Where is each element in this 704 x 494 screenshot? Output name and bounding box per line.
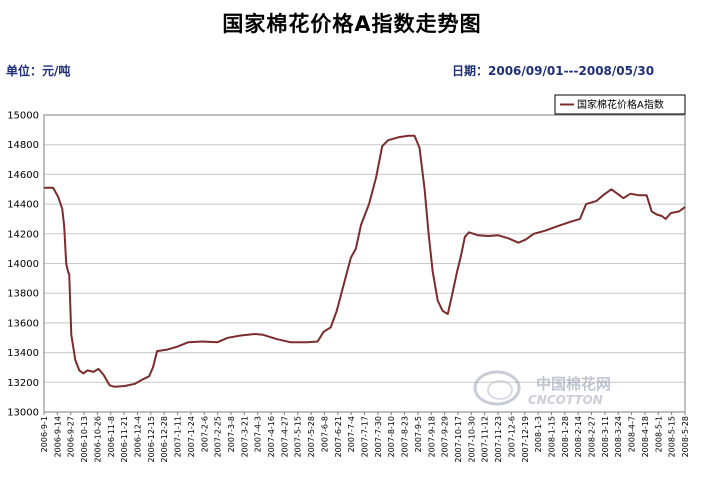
- x-tick-label: 2007-11-12: [481, 416, 490, 463]
- x-tick-label: 2007-7-17: [361, 416, 370, 457]
- x-tick-label: 2008-5-1: [654, 416, 663, 452]
- x-tick-label: 2007-4-3: [254, 416, 263, 452]
- y-tick-label: 14400: [7, 200, 39, 211]
- y-tick-label: 13600: [7, 318, 39, 329]
- watermark-cn: 中国棉花网: [536, 375, 611, 393]
- x-tick-label: 2008-1-15: [547, 416, 556, 457]
- legend-label: 国家棉花价格A指数: [577, 98, 664, 111]
- x-tick-label: 2006-12-28: [160, 416, 169, 463]
- x-tick-label: 2007-1-11: [174, 416, 183, 457]
- x-tick-label: 2008-3-24: [614, 416, 623, 457]
- x-tick-label: 2007-6-8: [320, 416, 329, 452]
- x-tick-label: 2007-9-29: [441, 416, 450, 457]
- x-tick-label: 2007-2-6: [200, 416, 209, 452]
- y-tick-label: 13400: [7, 348, 39, 359]
- x-tick-label: 2008-1-3: [534, 416, 543, 452]
- y-tick-label: 13800: [7, 289, 39, 300]
- x-tick-label: 2006-9-1: [40, 416, 49, 452]
- y-tick-label: 14000: [7, 259, 39, 270]
- x-tick-label: 2007-9-18: [427, 416, 436, 457]
- x-tick-label: 2008-2-14: [574, 416, 583, 457]
- x-tick-label: 2007-7-30: [374, 416, 383, 457]
- watermark-logo: [473, 370, 521, 406]
- x-tick-label: 2007-10-17: [454, 416, 463, 463]
- legend-box: [554, 94, 686, 115]
- plot-area: [43, 114, 686, 413]
- x-tick-label: 2008-1-28: [561, 416, 570, 457]
- x-tick-label: 2008-4-7: [628, 416, 637, 452]
- grid-lines: [44, 144, 685, 383]
- y-axis-ticks: 13000 13200 13400 13600 13800 14000 14200 14400…: [7, 111, 39, 419]
- x-tick-label: 2006-11-8: [107, 416, 116, 457]
- x-tick-label: 2007-5-15: [294, 416, 303, 457]
- x-tick-label: 2007-12-6: [507, 416, 516, 457]
- watermark-en: CNCOTTON: [528, 393, 603, 407]
- x-tick-label: 2008-5-28: [681, 416, 690, 457]
- chart-title: 国家棉花价格A指数走势图: [222, 12, 482, 36]
- x-axis-ticks: 2006-9-1 2006-9-14 2006-9-27 2006-10-13 2006…: [40, 412, 690, 463]
- x-tick-label: 2006-11-21: [120, 416, 129, 463]
- x-tick-label: 2008-2-27: [588, 416, 597, 457]
- y-tick-label: 14200: [7, 229, 39, 240]
- x-tick-label: 2007-3-21: [240, 416, 249, 457]
- x-tick-label: 2007-2-25: [214, 416, 223, 457]
- watermark-logo-inner: [487, 380, 513, 400]
- x-tick-label: 2006-10-26: [93, 416, 102, 463]
- x-tick-label: 2007-5-28: [307, 416, 316, 457]
- y-tick-label: 14600: [7, 170, 39, 181]
- x-tick-label: 2007-9-5: [414, 416, 423, 452]
- date-range-label: 日期：2006/09/01---2008/05/30: [452, 64, 655, 78]
- x-tick-label: 2007-4-27: [280, 416, 289, 457]
- x-tick-label: 2008-5-15: [668, 416, 677, 457]
- x-tick-label: 2006-9-14: [53, 416, 62, 457]
- x-tick-label: 2006-12-4: [133, 416, 142, 457]
- x-tick-label: 2007-12-19: [521, 416, 530, 463]
- unit-label: 单位：元/吨: [6, 64, 71, 78]
- x-tick-label: 2007-4-16: [267, 416, 276, 457]
- x-tick-label: 2007-3-8: [227, 416, 236, 452]
- y-tick-label: 14800: [7, 140, 39, 151]
- x-tick-label: 2007-11-23: [494, 416, 503, 463]
- x-tick-label: 2006-10-13: [80, 416, 89, 463]
- x-tick-label: 2007-6-21: [334, 416, 343, 457]
- watermark: 中国棉花网 CNCOTTON: [473, 370, 611, 407]
- y-tick-label: 15000: [7, 111, 39, 122]
- x-tick-label: 2007-8-10: [387, 416, 396, 457]
- x-tick-label: 2007-1-24: [187, 416, 196, 457]
- x-tick-label: 2007-10-30: [467, 416, 476, 463]
- x-tick-label: 2007-8-23: [401, 416, 410, 457]
- x-tick-label: 2008-3-11: [601, 416, 610, 457]
- x-tick-label: 2007-7-4: [347, 416, 356, 452]
- y-tick-label: 13200: [7, 378, 39, 389]
- legend: 国家棉花价格A指数: [554, 94, 686, 115]
- x-tick-label: 2006-12-15: [147, 416, 156, 463]
- x-tick-label: 2008-4-18: [641, 416, 650, 457]
- series-line-cotton-index: [44, 134, 686, 388]
- y-tick-label: 13000: [7, 408, 39, 419]
- x-tick-label: 2006-9-27: [67, 416, 76, 457]
